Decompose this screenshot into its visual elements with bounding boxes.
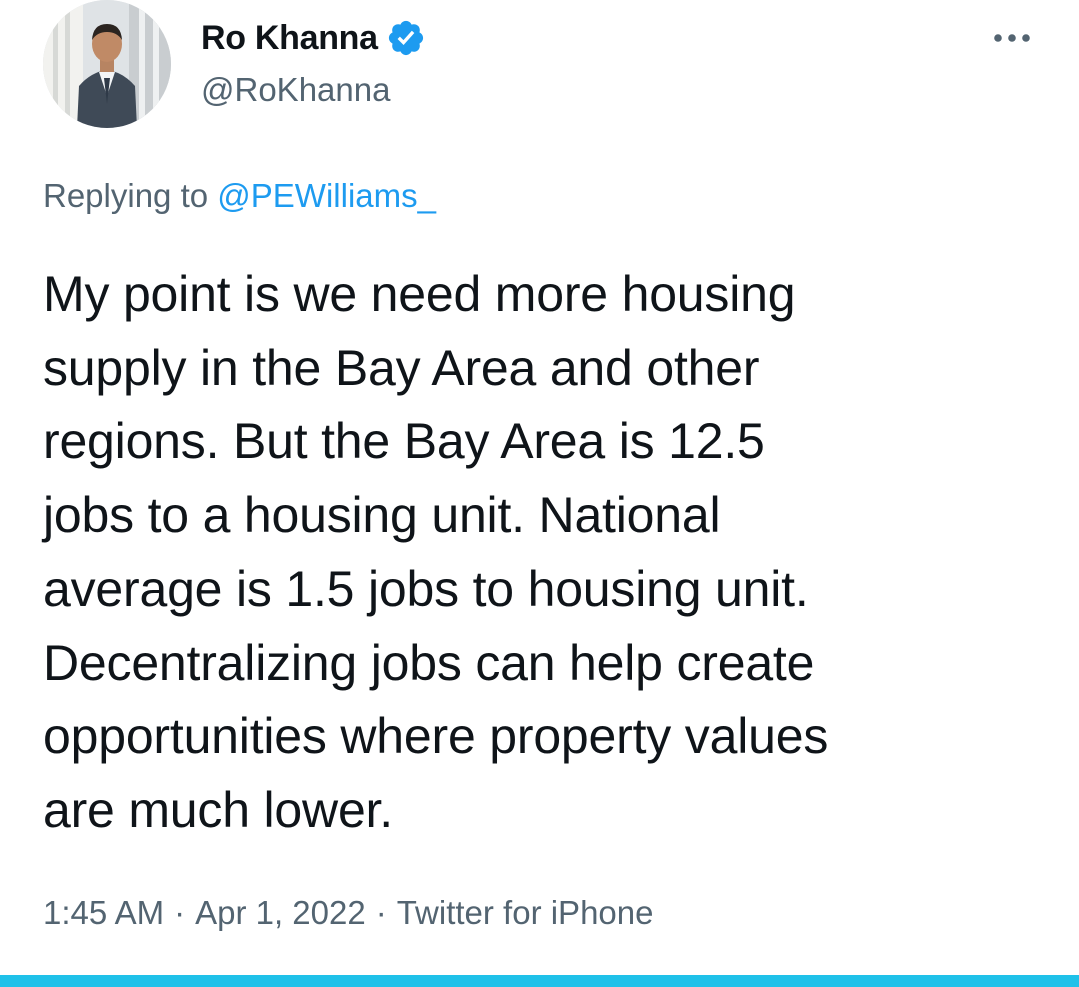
bottom-accent-bar [0,975,1079,987]
more-options-button[interactable] [988,20,1036,56]
meta-separator: · [375,894,387,931]
tweet-text-line: supply in the Bay Area and other [43,339,760,396]
tweet-source[interactable]: Twitter for iPhone [396,894,654,931]
author-handle[interactable]: @RoKhanna [201,71,391,108]
verified-badge-icon [386,18,426,58]
tweet-text-line: opportunities where property values [43,708,829,765]
profile-photo-icon [43,0,171,128]
meta-separator: · [174,894,186,931]
tweet-time[interactable]: 1:45 AM [43,894,165,931]
tweet-text-line: Decentralizing jobs can help create [43,634,815,691]
reply-mention-link[interactable]: @PEWilliams_ [217,177,436,214]
tweet-metadata: 1:45 AM · Apr 1, 2022 · Twitter for iPhone [43,890,653,936]
tweet-text-line: are much lower. [43,781,393,838]
display-name[interactable]: Ro Khanna [201,19,378,57]
tweet-text: My point is we need more housing supply … [43,258,1053,848]
avatar[interactable] [43,0,171,128]
tweet-text-line: My point is we need more housing [43,266,796,322]
tweet-text-line: regions. But the Bay Area is 12.5 [43,413,765,470]
replying-to-label: Replying to [43,177,209,214]
replying-to: Replying to @PEWilliams_ [43,174,436,218]
author-name-row: Ro Khanna [201,16,426,60]
tweet-date[interactable]: Apr 1, 2022 [195,894,366,931]
tweet-text-line: average is 1.5 jobs to housing unit. [43,560,809,617]
more-horizontal-icon [994,34,1030,42]
tweet-text-line: jobs to a housing unit. National [43,487,721,544]
